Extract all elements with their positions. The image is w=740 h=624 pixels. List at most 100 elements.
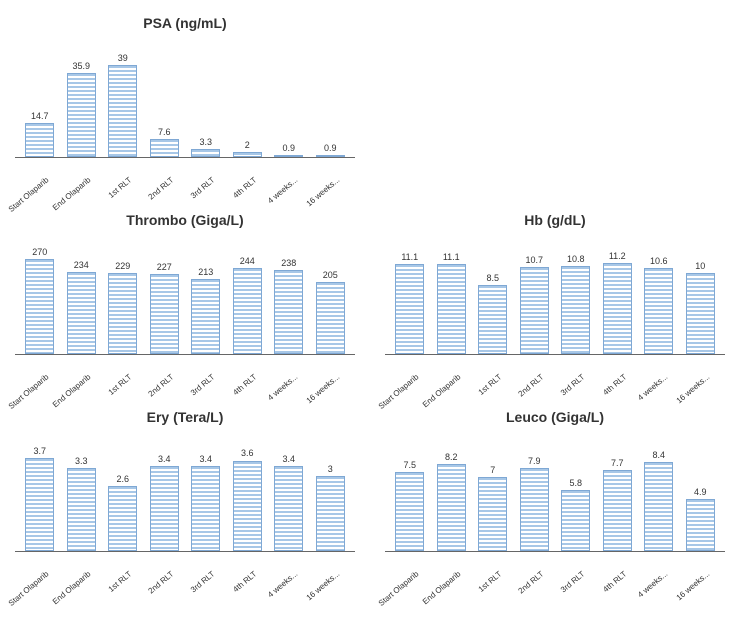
bar [150, 274, 179, 354]
chart-psa: PSA (ng/mL) 14.735.9397.63.320.90.9 Star… [15, 15, 355, 192]
bar-value-label: 205 [323, 270, 338, 280]
x-tick-label: 16 weeks... [319, 162, 370, 212]
bar-slot: 14.7 [19, 37, 61, 157]
bar-value-label: 7.7 [611, 458, 624, 468]
bar-slot: 238 [268, 234, 310, 354]
bar [108, 65, 137, 157]
bar-slot: 229 [102, 234, 144, 354]
bar-value-label: 5.8 [569, 478, 582, 488]
bar [316, 155, 345, 157]
bar-value-label: 8.4 [652, 450, 665, 460]
bar [686, 273, 715, 354]
plot-area: 3.73.32.63.43.43.63.43 [15, 431, 355, 552]
bar-slot: 8.2 [431, 431, 473, 551]
bar-slot: 10.7 [514, 234, 556, 354]
bar-value-label: 7.6 [158, 127, 171, 137]
bar [603, 470, 632, 551]
bar-value-label: 10.8 [567, 254, 585, 264]
bar-value-label: 3.7 [33, 446, 46, 456]
bar-value-label: 3 [328, 464, 333, 474]
bar [233, 152, 262, 157]
bar-slot: 3.4 [268, 431, 310, 551]
bar [478, 285, 507, 354]
x-tick-label: 16 weeks... [689, 556, 740, 606]
chart-title: Thrombo (Giga/L) [15, 212, 355, 228]
bar-slot: 11.2 [597, 234, 639, 354]
bar [25, 259, 54, 354]
bar-value-label: 7.5 [403, 460, 416, 470]
bar-value-label: 4.9 [694, 487, 707, 497]
bar-value-label: 3.4 [199, 454, 212, 464]
bar [520, 468, 549, 551]
bar-slot: 227 [144, 234, 186, 354]
x-labels: Start OlaparibEnd Olaparib1st RLT2nd RLT… [385, 556, 725, 586]
bar-slot: 5.8 [555, 431, 597, 551]
bar [274, 155, 303, 157]
bar-value-label: 3.4 [158, 454, 171, 464]
bar [437, 464, 466, 551]
bar-slot: 3 [310, 431, 352, 551]
bar-value-label: 11.1 [401, 252, 418, 262]
x-labels: Start OlaparibEnd Olaparib1st RLT2nd RLT… [15, 162, 355, 192]
bar-value-label: 213 [198, 267, 213, 277]
bar-slot: 8.5 [472, 234, 514, 354]
bar [395, 472, 424, 551]
bar-slot: 0.9 [310, 37, 352, 157]
bar-value-label: 35.9 [72, 61, 90, 71]
bar [108, 486, 137, 551]
bar [191, 466, 220, 551]
bar-slot: 7.9 [514, 431, 556, 551]
bar [191, 279, 220, 354]
bar [316, 282, 345, 354]
chart-title: Ery (Tera/L) [15, 409, 355, 425]
bar-slot: 10.8 [555, 234, 597, 354]
plot-area: 11.111.18.510.710.811.210.610 [385, 234, 725, 355]
bar [150, 466, 179, 551]
bar-value-label: 3.3 [199, 137, 212, 147]
chart-hb: Hb (g/dL) 11.111.18.510.710.811.210.610 … [385, 212, 725, 389]
bar-slot: 3.3 [185, 37, 227, 157]
bar-value-label: 3.4 [282, 454, 295, 464]
bar-value-label: 14.7 [31, 111, 49, 121]
bar-slot: 7.5 [389, 431, 431, 551]
plot-area: 14.735.9397.63.320.90.9 [15, 37, 355, 158]
bar [150, 139, 179, 157]
bar-value-label: 7.9 [528, 456, 541, 466]
bar-slot: 7.6 [144, 37, 186, 157]
bar-value-label: 3.3 [75, 456, 88, 466]
bar-value-label: 7 [490, 465, 495, 475]
x-tick-label: 16 weeks... [689, 359, 740, 409]
bar-value-label: 270 [32, 247, 47, 257]
charts-grid: PSA (ng/mL) 14.735.9397.63.320.90.9 Star… [15, 15, 725, 586]
chart-thrombo: Thrombo (Giga/L) 27023422922721324423820… [15, 212, 355, 389]
bar-value-label: 227 [157, 262, 172, 272]
bar-slot: 4.9 [680, 431, 722, 551]
bar [603, 263, 632, 354]
bar [67, 468, 96, 551]
bar-value-label: 2 [245, 140, 250, 150]
bar-value-label: 10 [695, 261, 705, 271]
bar-slot: 270 [19, 234, 61, 354]
bar [395, 264, 424, 354]
bar [274, 466, 303, 551]
chart-title: Hb (g/dL) [385, 212, 725, 228]
bar-slot: 2 [227, 37, 269, 157]
bar-slot: 2.6 [102, 431, 144, 551]
bar-slot: 7.7 [597, 431, 639, 551]
x-labels: Start OlaparibEnd Olaparib1st RLT2nd RLT… [385, 359, 725, 389]
bar-slot: 8.4 [638, 431, 680, 551]
bar [108, 273, 137, 354]
bar-value-label: 2.6 [116, 474, 129, 484]
chart-title: PSA (ng/mL) [15, 15, 355, 31]
bar [233, 461, 262, 552]
bar-slot: 35.9 [61, 37, 103, 157]
chart-leuco: Leuco (Giga/L) 7.58.277.95.87.78.44.9 St… [385, 409, 725, 586]
bar-slot: 213 [185, 234, 227, 354]
x-tick-label: 16 weeks... [319, 359, 370, 409]
bar-slot: 7 [472, 431, 514, 551]
bar-slot: 3.4 [185, 431, 227, 551]
empty-cell [385, 15, 725, 192]
bar-value-label: 234 [74, 260, 89, 270]
bar [25, 458, 54, 551]
bar-slot: 10.6 [638, 234, 680, 354]
